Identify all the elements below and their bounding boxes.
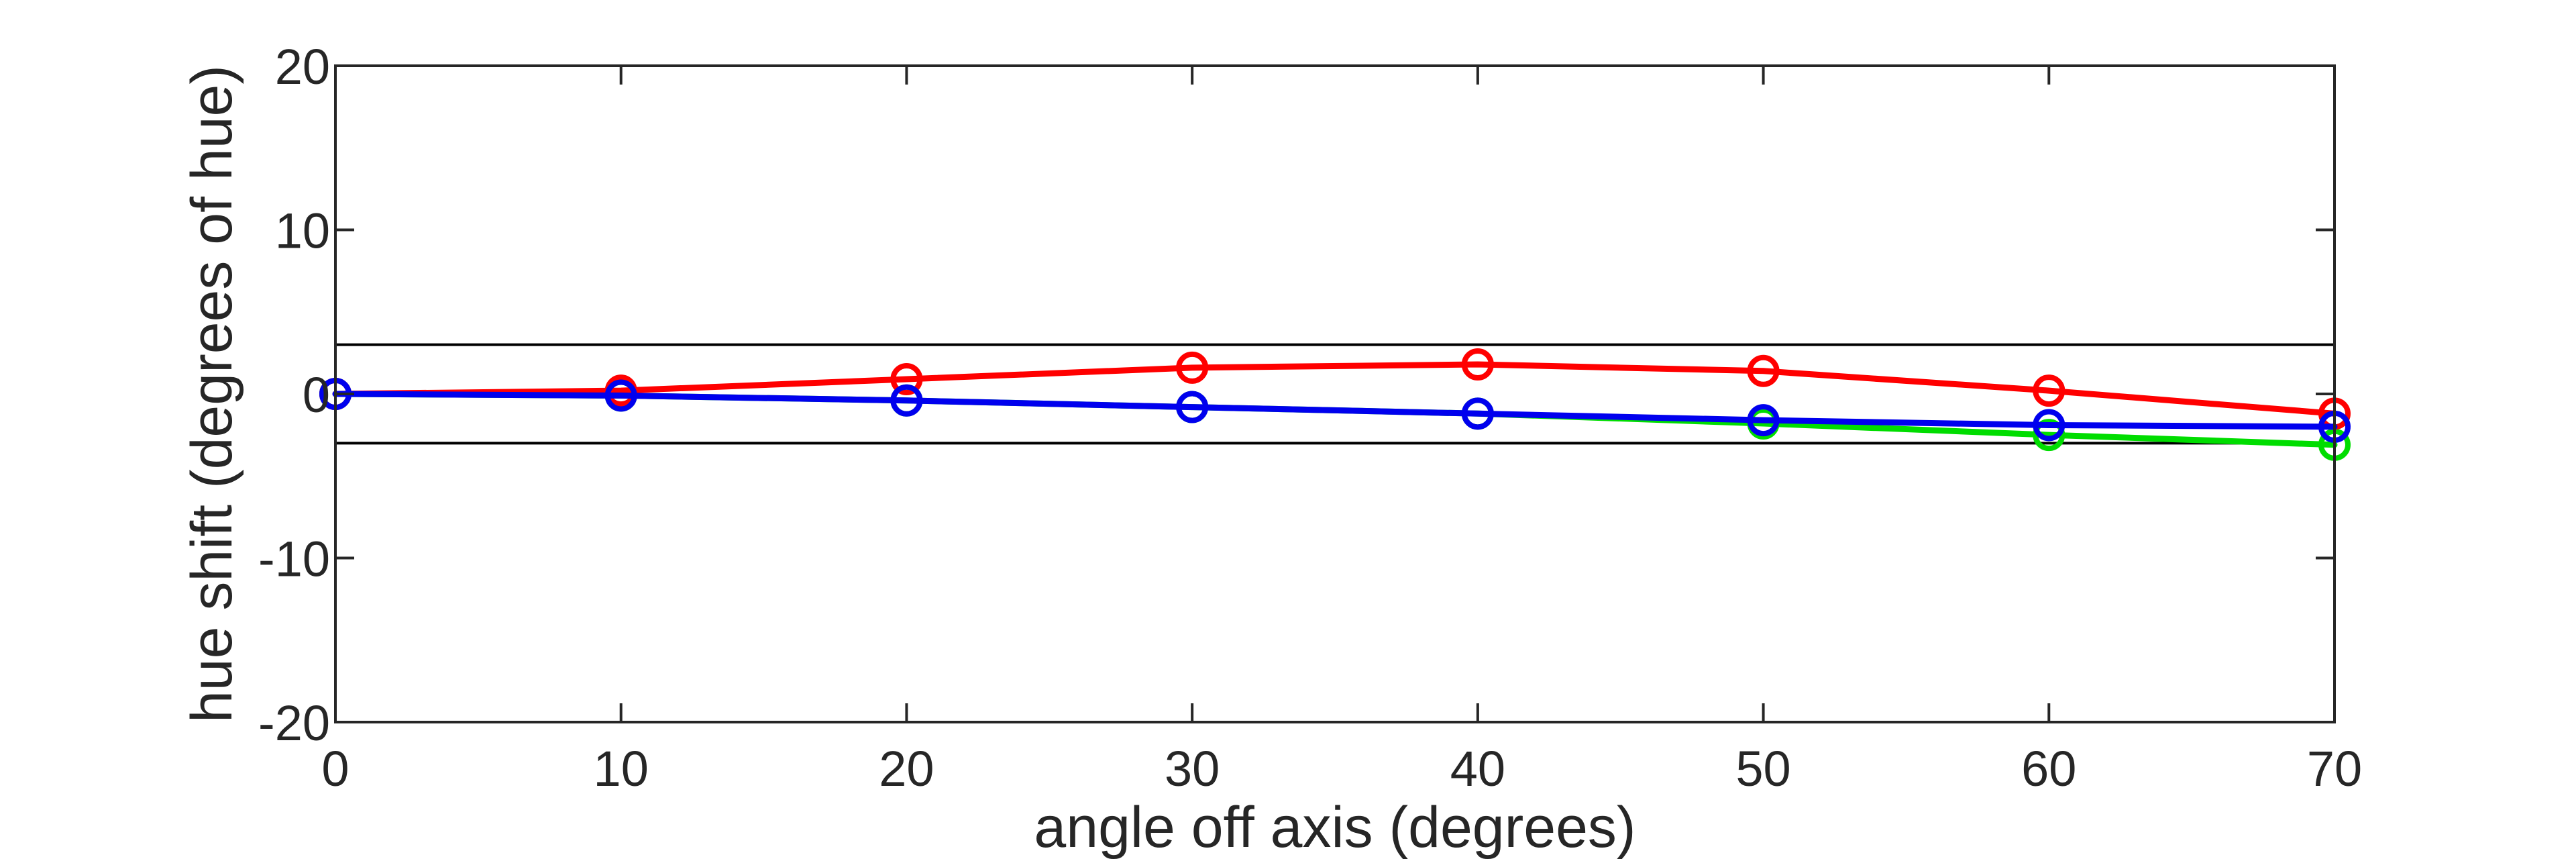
series-2-point bbox=[1747, 354, 1780, 387]
series-3-point bbox=[604, 379, 637, 412]
series-1-point bbox=[2033, 419, 2065, 452]
x-tick-label: 70 bbox=[2307, 741, 2362, 797]
reference-lines bbox=[335, 343, 2334, 445]
y-tick-label: 10 bbox=[275, 203, 330, 259]
series-2-line bbox=[332, 361, 2338, 417]
series-2-point bbox=[1461, 348, 1494, 381]
y-tick-label: 0 bbox=[303, 367, 330, 423]
series-3-point bbox=[2033, 409, 2065, 442]
y-tick-label: -20 bbox=[258, 695, 330, 751]
y-tick-label: 20 bbox=[275, 39, 330, 95]
series-2-point bbox=[1176, 351, 1209, 384]
x-tick-label: 40 bbox=[1450, 741, 1505, 797]
tick-labels: 0 10 20 30 40 50 60 70 20 10 0 -10 -20 bbox=[258, 39, 2362, 797]
series-2-point bbox=[2033, 374, 2065, 407]
x-tick-label: 20 bbox=[879, 741, 934, 797]
y-tick-label: -10 bbox=[258, 532, 330, 587]
series-3-point bbox=[1176, 391, 1209, 423]
x-tick-label: 50 bbox=[1735, 741, 1790, 797]
x-tick-label: 10 bbox=[594, 741, 649, 797]
series-layer bbox=[319, 348, 2351, 461]
y-axis-label: hue shift (degrees of hue) bbox=[180, 65, 244, 723]
series-2-point bbox=[890, 362, 923, 395]
series-3-line bbox=[332, 391, 2338, 430]
axes bbox=[334, 64, 2336, 723]
x-tick-label: 60 bbox=[2021, 741, 2076, 797]
series-3-point bbox=[1461, 397, 1494, 430]
x-tick-label: 0 bbox=[321, 741, 349, 797]
x-tick-label: 30 bbox=[1165, 741, 1220, 797]
series-3-point bbox=[890, 384, 923, 417]
x-axis-label: angle off axis (degrees) bbox=[1034, 795, 1635, 859]
series-3-point bbox=[1747, 404, 1780, 437]
